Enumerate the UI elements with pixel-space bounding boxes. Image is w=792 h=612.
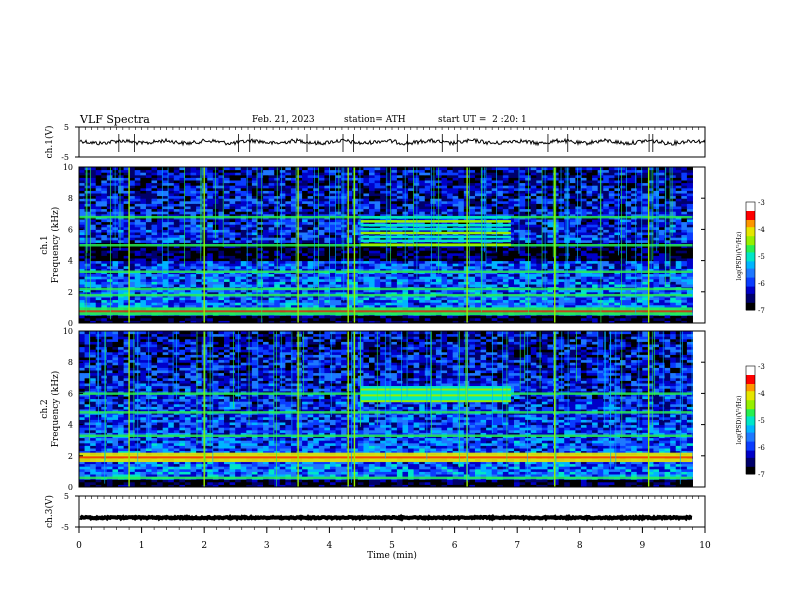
- ytick-label: -5: [61, 523, 69, 532]
- ch3-waveform-panel-frame: [78, 495, 706, 528]
- station-label: station= ATH: [344, 115, 406, 125]
- ch1-waveform-panel-trace: [79, 137, 706, 147]
- xtick-label: 2: [201, 541, 207, 551]
- xtick-label: 8: [577, 541, 583, 551]
- xtick-label: 5: [389, 541, 395, 551]
- colorbar-label: log(PSD)(V²/Hz): [736, 232, 743, 281]
- ch1-spectrogram-panel-colorbar: [745, 201, 756, 311]
- colorbar-tick-label: -4: [758, 226, 765, 234]
- xtick-label: 7: [514, 541, 520, 551]
- xtick-label: 6: [452, 541, 458, 551]
- xtick-label: 4: [327, 541, 333, 551]
- ch1-spectrogram-panel-band: [79, 287, 693, 291]
- ch2-spectrogram-panel-burst-line: [360, 386, 511, 389]
- ytick-label: 2: [68, 452, 73, 461]
- ytick-label: 10: [63, 327, 73, 336]
- ch1-spectrogram-panel-frame: [78, 166, 706, 324]
- ytick-label: 8: [68, 194, 73, 203]
- y-axis-label: Frequency (kHz): [50, 207, 61, 284]
- colorbar-tick-label: -6: [758, 444, 765, 452]
- ytick-label: -5: [61, 153, 69, 162]
- colorbar-tick-label: -3: [758, 199, 765, 207]
- ch2-spectrogram-panel-strong-line: [79, 456, 693, 459]
- ch2-spectrogram-panel-frame: [78, 330, 706, 488]
- colorbar-tick-label: -3: [758, 363, 765, 371]
- ytick-label: 4: [68, 257, 73, 266]
- ytick-label: 0: [68, 483, 73, 492]
- ch2-spectrogram-panel-colorbar: [745, 365, 756, 475]
- ch2-spectrogram-panel-burst-line: [360, 391, 511, 395]
- ch2-spectrogram-panel-burst-line: [360, 395, 511, 399]
- colorbar-tick-label: -6: [758, 280, 765, 288]
- colorbar-tick-label: -7: [758, 307, 765, 315]
- xtick-label: 1: [139, 541, 145, 551]
- ch2-spectrogram-panel: 0 2 4 6 8 10 ch.2 Frequency (kHz) -3 -4 -5 -6 -7 log(…: [40, 327, 765, 492]
- ch1-spectrogram-panel-burst-line: [360, 227, 511, 231]
- ch1-spectrogram-panel-strong-line: [79, 310, 693, 313]
- ch2-spectrogram-panel-burst-line: [360, 393, 511, 397]
- ch1-spectrogram-panel-burst-line: [360, 239, 511, 243]
- xtick-label: 0: [76, 541, 82, 551]
- ytick-label: 5: [64, 123, 69, 132]
- ytick-label: 8: [68, 358, 73, 367]
- ch2-spectrogram-panel-burst-line: [360, 399, 511, 403]
- ch1-spectrogram-panel-burst-line: [360, 224, 511, 227]
- ytick-label: 5: [64, 492, 69, 501]
- xtick-label: 9: [640, 541, 646, 551]
- ch3-waveform-panel-trace: [79, 513, 693, 522]
- ch2-spectrogram-panel-burst-line: [360, 397, 511, 401]
- ytick-label: 2: [68, 288, 73, 297]
- ch1-spectrogram-panel-burst-line: [360, 216, 511, 219]
- ch2-spectrogram-panel-band: [79, 411, 693, 414]
- colorbar-tick-label: -5: [758, 417, 765, 425]
- y-axis-label: Frequency (kHz): [50, 371, 61, 448]
- x-axis-label: Time (min): [367, 550, 417, 561]
- ytick-label: 10: [63, 163, 73, 172]
- y-axis-label: ch.2: [40, 399, 50, 418]
- ch1-waveform-panel: 5 -5 ch.1(V): [44, 123, 706, 162]
- ch3-waveform-panel: 5 -5 ch.3(V): [44, 492, 706, 532]
- ch2-spectrogram-panel-band: [79, 434, 693, 438]
- ytick-label: 4: [68, 421, 73, 430]
- colorbar-tick-label: -5: [758, 253, 765, 261]
- ch1-spectrogram-panel-burst-line: [360, 231, 511, 235]
- y-axis-label: ch.1(V): [44, 126, 55, 159]
- y-axis-label: ch.3(V): [44, 495, 55, 528]
- ch1-spectrogram-panel-band: [79, 270, 693, 274]
- recording-date: Feb. 21, 2023: [252, 115, 315, 125]
- colorbar-tick-label: -7: [758, 471, 765, 479]
- y-axis-label: ch.1: [40, 235, 50, 254]
- chart-title: VLF Spectra: [80, 113, 150, 126]
- ch1-spectrogram-panel-burst-line: [360, 235, 511, 239]
- ch1-spectrogram-panel-burst-line: [360, 220, 511, 223]
- time-axis: 0 1 2 3 4 5 6 7 8 9 10 Time (min): [76, 527, 711, 561]
- colorbar-label: log(PSD)(V²/Hz): [736, 396, 743, 445]
- ch2-spectrogram-panel-burst-line: [360, 389, 511, 393]
- ch1-spectrogram-panel-band: [79, 293, 693, 297]
- ytick-label: 6: [68, 225, 73, 234]
- ytick-label: 0: [68, 319, 73, 328]
- start-time-label: start UT = 2 :20: 1: [438, 115, 527, 125]
- ch1-spectrogram-panel: 0 2 4 6 8 10 ch.1 Frequency (kHz) -3 -4 -5 -6 -7 log(…: [40, 163, 765, 328]
- xtick-label: 3: [264, 541, 270, 551]
- ch2-spectrogram-panel-band: [79, 476, 693, 480]
- ytick-label: 6: [68, 389, 73, 398]
- colorbar-tick-label: -4: [758, 390, 765, 398]
- ch2-spectrogram-panel-burst-line: [360, 388, 511, 391]
- ch1-spectrogram-panel-burst-line: [360, 243, 511, 246]
- xtick-label: 10: [699, 541, 711, 551]
